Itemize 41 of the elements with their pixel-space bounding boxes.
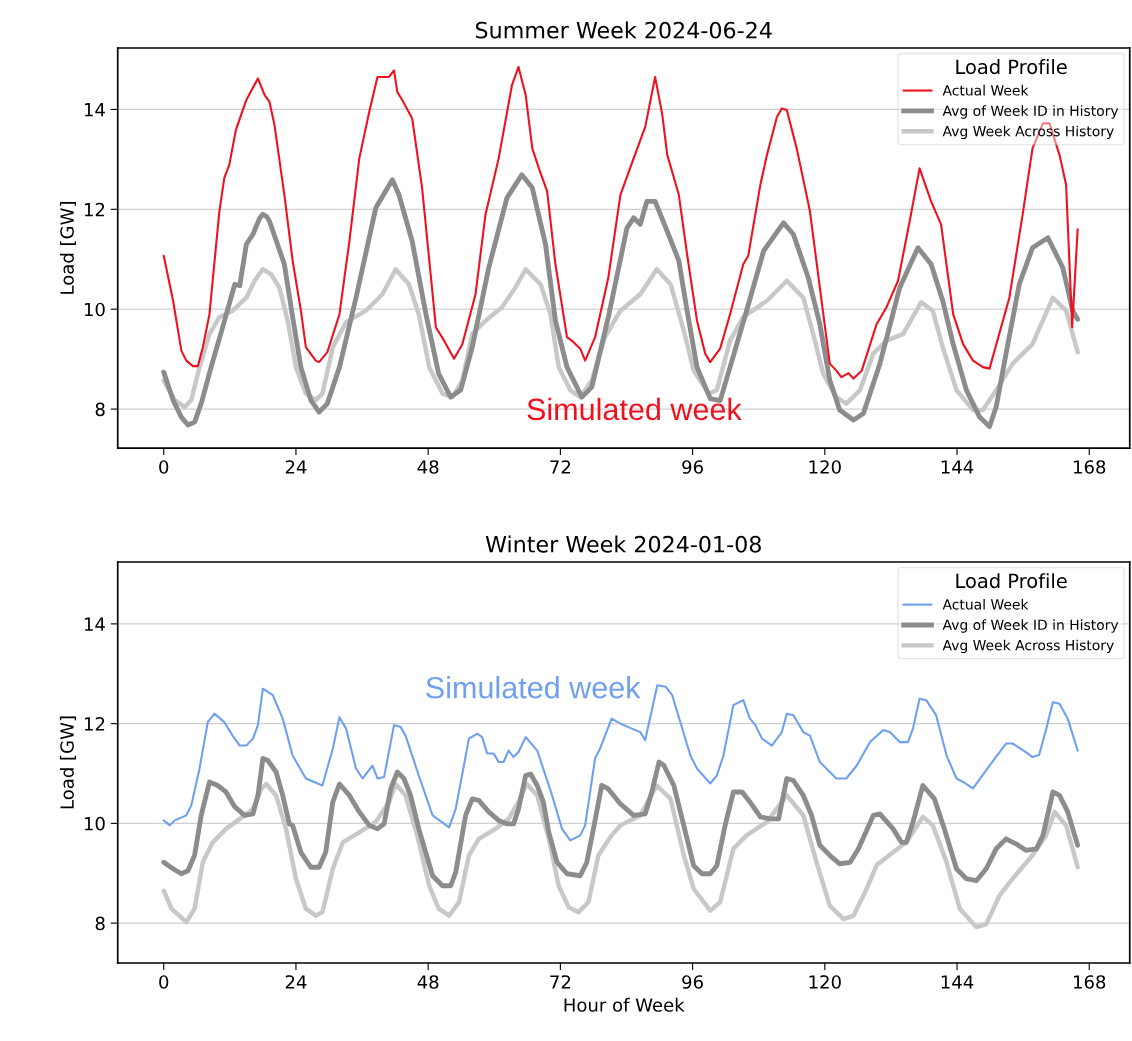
x-tick-label: 96 — [682, 460, 703, 474]
x-tick-label: 48 — [417, 460, 439, 474]
legend-label: Actual Week — [942, 598, 1029, 610]
legend-label: Avg of Week ID in History — [942, 619, 1119, 633]
x-tick-label: 96 — [682, 975, 703, 989]
y-tick-label: 12 — [84, 202, 105, 217]
y-axis-title: Load [GW] — [59, 716, 77, 809]
x-tick-label: 144 — [941, 975, 974, 989]
x-tick-label: 48 — [417, 975, 439, 989]
y-axis-title: Load [GW] — [59, 202, 77, 294]
legend-label: Actual Week — [942, 84, 1029, 96]
x-tick-label: 24 — [285, 975, 307, 989]
legend-label: Avg Week Across History — [942, 125, 1114, 140]
x-tick-label: 144 — [941, 460, 974, 474]
line-series — [161, 756, 1081, 889]
legend-label: Avg of Week ID in History — [942, 105, 1119, 119]
y-tick-label: 10 — [84, 816, 105, 831]
annotation: Simulated week — [527, 397, 742, 421]
chart-title: Winter Week 2024-01-08 — [485, 535, 761, 553]
y-tick-label: 8 — [95, 402, 105, 417]
y-tick-label: 14 — [84, 617, 105, 631]
legend-label: Avg Week Across History — [942, 639, 1114, 654]
line-series — [161, 172, 1081, 429]
legend-title: Load Profile — [956, 59, 1067, 75]
x-tick-label: 120 — [809, 975, 841, 989]
chart-title: Summer Week 2024-06-24 — [475, 21, 772, 39]
x-tick-label: 24 — [285, 460, 307, 474]
x-tick-label: 0 — [159, 460, 169, 474]
y-tick-label: 8 — [95, 916, 105, 931]
x-tick-label: 168 — [1074, 975, 1106, 989]
x-tick-label: 72 — [550, 460, 571, 474]
x-tick-label: 72 — [550, 975, 571, 989]
y-tick-label: 14 — [84, 103, 105, 117]
annotation: Simulated week — [426, 676, 641, 699]
x-tick-label: 168 — [1074, 460, 1106, 474]
y-tick-label: 12 — [84, 717, 105, 731]
x-axis-title: Hour of Week — [564, 997, 685, 1012]
y-tick-label: 10 — [84, 302, 105, 317]
x-tick-label: 120 — [809, 460, 841, 474]
legend-title: Load Profile — [956, 573, 1067, 589]
x-tick-label: 0 — [159, 975, 169, 989]
